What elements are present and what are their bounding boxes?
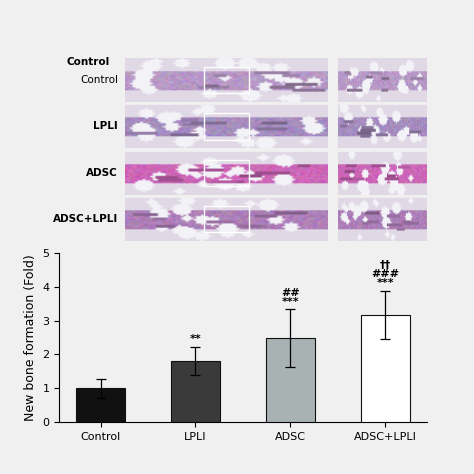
- Text: LPLI: LPLI: [93, 121, 118, 131]
- Text: **: **: [190, 334, 201, 344]
- Text: ADSC+LPLI: ADSC+LPLI: [53, 214, 118, 224]
- Bar: [76, 388, 125, 422]
- Bar: [204, 206, 249, 232]
- Bar: [361, 315, 410, 422]
- Bar: [171, 361, 220, 422]
- Bar: [204, 67, 249, 93]
- Text: ##: ##: [281, 288, 300, 298]
- Y-axis label: New bone formation (Fold): New bone formation (Fold): [24, 254, 37, 421]
- Text: ADSC: ADSC: [86, 168, 118, 178]
- Text: ***: ***: [376, 278, 394, 288]
- Bar: [266, 338, 315, 422]
- Bar: [204, 113, 249, 139]
- Text: Control: Control: [66, 57, 110, 67]
- Bar: [204, 160, 249, 186]
- Text: Control: Control: [80, 75, 118, 85]
- Text: ††: ††: [380, 260, 391, 270]
- Text: ###: ###: [371, 269, 399, 279]
- Text: ***: ***: [282, 297, 299, 307]
